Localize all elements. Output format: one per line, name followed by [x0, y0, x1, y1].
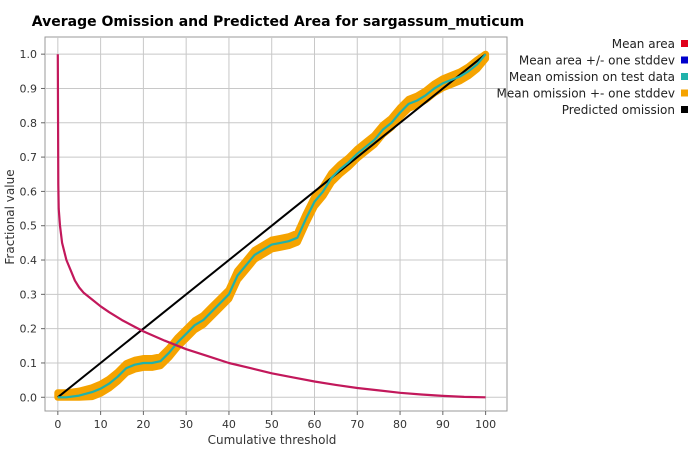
legend-swatch: [681, 56, 688, 64]
y-tick-label: 0.8: [20, 117, 38, 130]
y-axis-ticks: 0.0 0.1 0.2 0.3 0.4 0.5 0.6 0.7 0.8 0.9 1.0: [20, 48, 45, 404]
omission-stddev-band: [54, 50, 490, 401]
x-tick-label: 0: [54, 418, 61, 431]
mean-area-line: [56, 54, 486, 399]
grid: [45, 37, 507, 411]
x-tick-label: 50: [265, 418, 279, 431]
x-tick-label: 80: [393, 418, 407, 431]
x-axis-label: Cumulative threshold: [208, 433, 337, 447]
legend-swatch: [681, 89, 688, 97]
x-tick-label: 100: [475, 418, 496, 431]
series-lines: [56, 53, 487, 399]
legend-label: Mean omission on test data: [509, 70, 675, 84]
y-tick-label: 0.0: [20, 391, 38, 404]
x-tick-label: 60: [308, 418, 322, 431]
legend-label: Predicted omission: [562, 103, 675, 117]
legend-swatch: [681, 40, 688, 47]
y-tick-label: 0.1: [20, 357, 38, 370]
y-tick-label: 0.6: [20, 185, 38, 198]
y-tick-label: 1.0: [20, 48, 38, 61]
legend-swatch: [681, 106, 688, 113]
x-tick-label: 10: [94, 418, 108, 431]
y-tick-label: 0.9: [20, 82, 38, 95]
chart-title: Average Omission and Predicted Area for …: [32, 14, 524, 30]
y-tick-label: 0.5: [20, 220, 38, 233]
x-tick-label: 20: [136, 418, 150, 431]
legend-label: Mean area: [612, 37, 675, 51]
legend-label: Mean omission +- one stddev: [497, 87, 676, 101]
legend-swatch: [681, 73, 688, 80]
legend: Mean area Mean area +/- one stddev Mean om…: [497, 37, 688, 117]
y-tick-label: 0.7: [20, 151, 38, 164]
predicted-omission-line: [57, 53, 487, 399]
omission-band-area: [54, 50, 490, 401]
legend-label: Mean area +/- one stddev: [519, 54, 675, 68]
x-tick-label: 90: [436, 418, 450, 431]
x-tick-label: 40: [222, 418, 236, 431]
x-axis-ticks: 0 10 20 30 40 50 60 70 80 90 100: [54, 411, 496, 431]
x-tick-label: 30: [179, 418, 193, 431]
y-tick-label: 0.3: [20, 288, 38, 301]
y-axis-label: Fractional value: [3, 169, 17, 264]
mean-omission-on-test-data-line: [57, 53, 487, 399]
x-tick-label: 70: [350, 418, 364, 431]
y-tick-label: 0.2: [20, 323, 38, 336]
y-tick-label: 0.4: [20, 254, 38, 267]
